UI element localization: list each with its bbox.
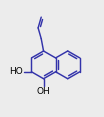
Text: HO: HO bbox=[9, 67, 23, 76]
Text: OH: OH bbox=[37, 87, 50, 96]
